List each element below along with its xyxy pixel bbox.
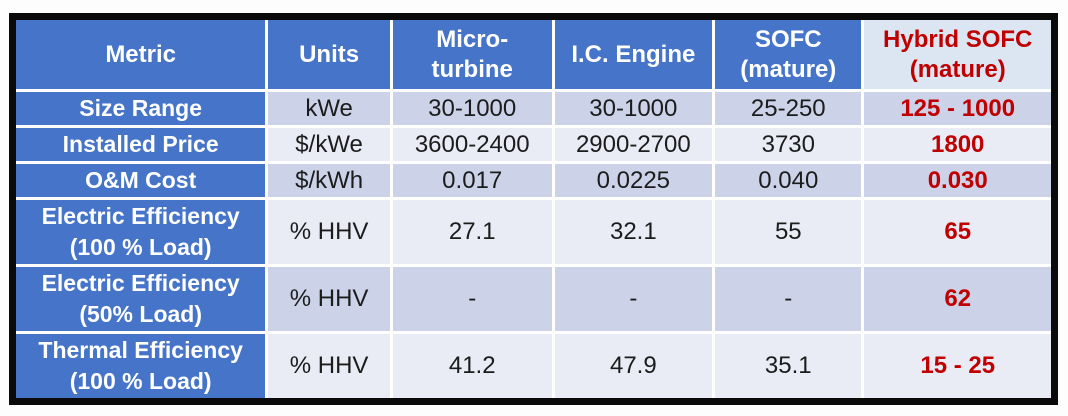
value-cell: 0.017 — [389, 161, 555, 201]
value-cell: 0.040 — [712, 161, 865, 201]
value-cell: 2900-2700 — [551, 125, 716, 165]
value-cell: 41.2 — [389, 331, 555, 404]
value-cell: 30-1000 — [389, 88, 555, 129]
technology-comparison-table: Metric Units Micro- turbine I.C. Engine … — [9, 13, 1058, 406]
row-label: O&M Cost — [10, 161, 269, 201]
table-row-om-cost: O&M Cost $/kWh 0.017 0.0225 0.040 0.030 — [10, 161, 1056, 201]
table-row-thermal-efficiency-100: Thermal Efficiency (100 % Load) % HHV 41… — [10, 331, 1056, 404]
hybrid-value-cell: 0.030 — [861, 161, 1056, 201]
value-cell: 0.0225 — [551, 161, 716, 201]
hybrid-value-cell: 65 — [861, 197, 1056, 268]
table-row-installed-price: Installed Price $/kWe 3600-2400 2900-270… — [10, 125, 1056, 165]
table-row-size-range: Size Range kWe 30-1000 30-1000 25-250 12… — [10, 88, 1056, 129]
unit-cell: kWe — [265, 88, 393, 129]
hybrid-value-cell: 62 — [861, 264, 1056, 335]
row-label: Electric Efficiency (50% Load) — [10, 264, 269, 335]
value-cell: 35.1 — [712, 331, 865, 404]
hybrid-value-cell: 1800 — [861, 125, 1056, 165]
table-row-electric-efficiency-100: Electric Efficiency (100 % Load) % HHV 2… — [10, 197, 1056, 268]
table-header-row: Metric Units Micro- turbine I.C. Engine … — [10, 15, 1056, 92]
unit-cell: % HHV — [265, 264, 393, 335]
column-header-ic-engine: I.C. Engine — [551, 15, 716, 92]
hybrid-value-cell: 125 - 1000 — [861, 88, 1056, 129]
value-cell: 55 — [712, 197, 865, 268]
value-cell: 3730 — [712, 125, 865, 165]
value-cell: - — [551, 264, 716, 335]
value-cell: - — [712, 264, 865, 335]
column-header-sofc: SOFC (mature) — [712, 15, 865, 92]
value-cell: 27.1 — [389, 197, 555, 268]
column-header-units: Units — [265, 15, 393, 92]
unit-cell: $/kWh — [265, 161, 393, 201]
column-header-metric: Metric — [10, 15, 269, 92]
row-label: Installed Price — [10, 125, 269, 165]
row-label: Electric Efficiency (100 % Load) — [10, 197, 269, 268]
unit-cell: % HHV — [265, 331, 393, 404]
value-cell: 3600-2400 — [389, 125, 555, 165]
value-cell: 25-250 — [712, 88, 865, 129]
column-header-microturbine: Micro- turbine — [389, 15, 555, 92]
row-label: Size Range — [10, 88, 269, 129]
value-cell: - — [389, 264, 555, 335]
value-cell: 30-1000 — [551, 88, 716, 129]
unit-cell: $/kWe — [265, 125, 393, 165]
value-cell: 32.1 — [551, 197, 716, 268]
table-row-electric-efficiency-50: Electric Efficiency (50% Load) % HHV - -… — [10, 264, 1056, 335]
column-header-hybrid-sofc: Hybrid SOFC (mature) — [861, 15, 1056, 92]
unit-cell: % HHV — [265, 197, 393, 268]
hybrid-value-cell: 15 - 25 — [861, 331, 1056, 404]
row-label: Thermal Efficiency (100 % Load) — [10, 331, 269, 404]
value-cell: 47.9 — [551, 331, 716, 404]
